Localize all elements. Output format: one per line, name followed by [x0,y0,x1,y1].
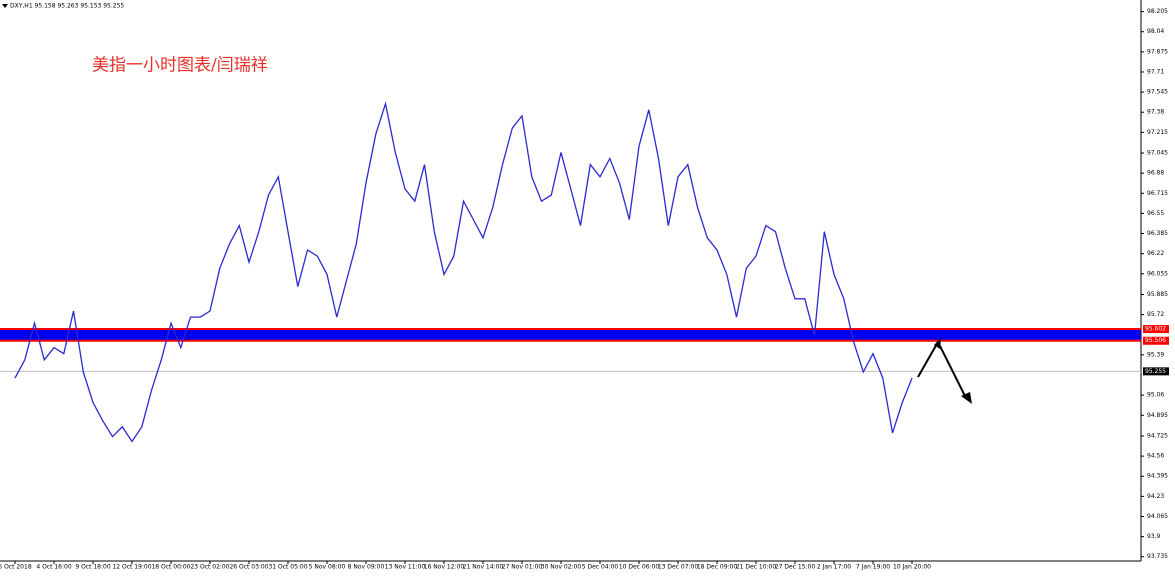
price-tag: 95.506 [1145,337,1166,344]
arrow-up [917,341,939,378]
x-tick-label: 9 Oct 18:00 [75,564,110,571]
plot [0,101,1141,443]
x-tick-label: 21 Nov 14:00 [463,564,504,571]
x-tick-label: 5 Oct 2018 [0,564,32,571]
chart-title: 美指一小时图表/闫瑞祥 [92,56,268,76]
x-tick-label: 30 Nov 02:00 [541,564,582,571]
y-tick-label: 94.065 [1147,513,1168,520]
x-tick-label: 21 Dec 10:00 [736,564,777,571]
price-tag: 95.255 [1145,368,1166,375]
y-tick-label: 96.88 [1147,170,1164,177]
x-tick-label: 10 Dec 06:00 [619,564,660,571]
x-tick-label: 7 Jan 19:00 [856,564,890,571]
header: DXY,H1 95.158 95.263 95.153 95.255 [10,3,124,10]
x-tick-label: 5 Dec 04:00 [582,564,619,571]
y-tick-label: 95.06 [1147,392,1164,399]
y-tick-label: 93.9 [1147,533,1161,540]
x-tick-label: 27 Dec 15:00 [775,564,816,571]
y-tick-label: 94.895 [1147,412,1168,419]
y-tick-label: 96.715 [1147,190,1168,197]
y-tick-label: 95.72 [1147,311,1164,318]
x-tick-label: 5 Nov 08:00 [309,564,346,571]
y-tick-label: 98.205 [1147,8,1168,15]
y-tick-label: 96.385 [1147,230,1168,237]
y-tick-label: 97.38 [1147,109,1164,116]
y-tick-label: 95.39 [1147,351,1164,358]
y-tick-label: 95.885 [1147,291,1168,298]
x-tick-label: 4 Oct 16:00 [36,564,71,571]
y-tick-label: 93.735 [1147,553,1168,560]
y-tick-label: 96.22 [1147,250,1164,257]
y-tick-label: 96.55 [1147,210,1164,217]
menu-arrow [2,4,8,8]
x-tick-label: 2 Jan 17:00 [817,564,851,571]
x-tick-label: 26 Oct 03:00 [229,564,268,571]
x-tick-label: 8 Nov 09:00 [348,564,385,571]
x-tick-label: 23 Oct 02:00 [190,564,229,571]
y-tick-label: 98.04 [1147,28,1164,35]
y-tick-label: 97.545 [1147,89,1168,96]
arrow-down [937,341,967,399]
resistance-zone [0,329,1141,341]
y-tick-label: 94.56 [1147,453,1164,460]
x-tick-label: 27 Nov 01:00 [502,564,543,571]
x-tick-label: 18 Oct 00:00 [151,564,190,571]
x-tick-label: 12 Oct 19:00 [112,564,151,571]
y-tick-label: 97.215 [1147,129,1168,136]
x-tick-label: 13 Nov 11:00 [385,564,426,571]
price-tag-bg [1143,336,1169,345]
arrow-head [961,392,972,404]
y-tick-label: 94.725 [1147,432,1168,439]
x-tick-label: 16 Nov 12:00 [424,564,465,571]
y-tick-label: 94.395 [1147,473,1168,480]
x-tick-label: 13 Dec 07:00 [658,564,699,571]
y-tick-label: 97.71 [1147,68,1164,75]
y-tick-label: 94.23 [1147,493,1164,500]
price-tag-bg [1143,325,1169,334]
y-tick-label: 96.055 [1147,270,1168,277]
x-tick-label: 31 Oct 05:00 [268,564,307,571]
price-line [14,101,913,443]
price-tag: 95.602 [1145,326,1166,333]
x-tick-label: 18 Dec 09:00 [697,564,738,571]
y-tick-label: 97.045 [1147,150,1168,157]
price-tag-bg [1143,367,1169,376]
x-tick-label: 10 Jan 20:00 [893,564,931,571]
y-tick-label: 97.875 [1147,48,1168,55]
